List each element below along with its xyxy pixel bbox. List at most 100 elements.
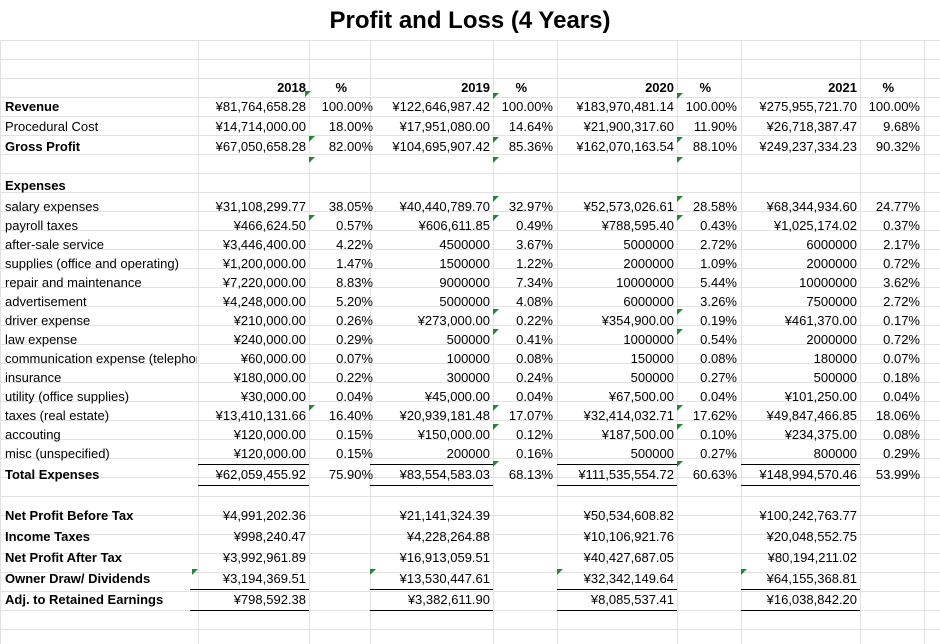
value-cell: ¥606,611.85 bbox=[418, 218, 490, 233]
grid-column-line bbox=[198, 40, 199, 644]
cell-error-indicator[interactable] bbox=[305, 91, 311, 97]
cell-error-indicator[interactable] bbox=[493, 196, 499, 202]
value-cell: 300000 bbox=[446, 370, 490, 385]
percent-cell: 0.22% bbox=[336, 370, 373, 385]
grid-row-line bbox=[0, 287, 940, 288]
cell-error-indicator[interactable] bbox=[370, 569, 376, 575]
value-cell: ¥180,000.00 bbox=[233, 370, 306, 385]
cell-error-indicator[interactable] bbox=[493, 157, 499, 163]
value-cell: ¥104,695,907.42 bbox=[392, 139, 490, 154]
percent-cell: 0.27% bbox=[700, 446, 737, 461]
summary-value-cell: ¥16,038,842.20 bbox=[766, 592, 857, 607]
cell-error-indicator[interactable] bbox=[677, 196, 683, 202]
total-value-cell: ¥62,059,455.92 bbox=[215, 467, 306, 482]
value-cell: ¥461,370.00 bbox=[784, 313, 857, 328]
grid-column-line bbox=[309, 40, 310, 644]
total-underline bbox=[190, 610, 309, 611]
total-value-cell: ¥111,535,554.72 bbox=[578, 467, 674, 482]
percent-cell: 0.57% bbox=[336, 218, 373, 233]
row-label-repair-and-maintenance: repair and maintenance bbox=[5, 275, 142, 290]
percent-cell: 90.32% bbox=[875, 139, 920, 154]
grid-row-line bbox=[0, 553, 940, 554]
summary-value-cell: ¥8,085,537.41 bbox=[590, 592, 674, 607]
percent-cell: 16.40% bbox=[328, 408, 373, 423]
cell-error-indicator[interactable] bbox=[677, 157, 683, 163]
total-underline bbox=[370, 485, 493, 486]
grid-column-line bbox=[557, 40, 558, 644]
value-cell: 10000000 bbox=[616, 275, 674, 290]
cell-error-indicator[interactable] bbox=[493, 424, 499, 430]
cell-error-indicator[interactable] bbox=[677, 329, 683, 335]
cell-error-indicator[interactable] bbox=[493, 405, 499, 411]
cell-error-indicator[interactable] bbox=[309, 405, 315, 411]
cell-error-indicator[interactable] bbox=[493, 215, 499, 221]
total-underline bbox=[190, 589, 309, 590]
percent-cell: 24.77% bbox=[875, 199, 920, 214]
percent-cell: 82.00% bbox=[328, 139, 373, 154]
cell-error-indicator[interactable] bbox=[493, 137, 499, 143]
grid-row-line bbox=[0, 116, 940, 117]
percent-cell: 0.08% bbox=[516, 351, 553, 366]
row-label-utility-office-supplies: utility (office supplies) bbox=[5, 389, 130, 404]
row-label-income-taxes: Income Taxes bbox=[5, 529, 91, 544]
cell-error-indicator[interactable] bbox=[493, 461, 499, 467]
percent-cell: 0.12% bbox=[516, 427, 553, 442]
total-value-cell: ¥148,994,570.46 bbox=[759, 467, 857, 482]
total-value-cell: ¥83,554,583.03 bbox=[399, 467, 490, 482]
cell-error-indicator[interactable] bbox=[493, 93, 499, 99]
value-cell: ¥122,646,987.42 bbox=[392, 99, 490, 114]
cell-error-indicator[interactable] bbox=[192, 569, 198, 575]
value-cell: ¥52,573,026.61 bbox=[583, 199, 674, 214]
value-cell: 1000000 bbox=[623, 332, 674, 347]
cell-error-indicator[interactable] bbox=[677, 424, 683, 430]
percent-cell: 32.97% bbox=[508, 199, 553, 214]
percent-cell: 0.41% bbox=[516, 332, 553, 347]
year-header-2021: 2021 bbox=[828, 80, 857, 95]
grid-column-line bbox=[493, 40, 494, 644]
value-cell: ¥17,951,080.00 bbox=[399, 119, 490, 134]
cell-error-indicator[interactable] bbox=[309, 157, 315, 163]
cell-error-indicator[interactable] bbox=[677, 309, 683, 315]
grid-row-line bbox=[0, 420, 940, 421]
grid-row-line bbox=[0, 40, 940, 41]
summary-value-cell: ¥50,534,608.82 bbox=[583, 508, 674, 523]
cell-error-indicator[interactable] bbox=[677, 215, 683, 221]
value-cell: ¥788,595.40 bbox=[601, 218, 674, 233]
percent-cell: 100.00% bbox=[321, 99, 373, 114]
cell-error-indicator[interactable] bbox=[557, 569, 563, 575]
row-label-after-sale-service: after-sale service bbox=[5, 237, 104, 252]
percent-cell: 0.10% bbox=[700, 427, 737, 442]
expenses-heading: Expenses bbox=[5, 178, 66, 193]
grid-row-line bbox=[0, 192, 940, 193]
cell-error-indicator[interactable] bbox=[677, 405, 683, 411]
cell-error-indicator[interactable] bbox=[309, 215, 315, 221]
row-label-communication-expense-telephone: communication expense (telephone) bbox=[5, 351, 197, 366]
percent-cell: 0.29% bbox=[336, 332, 373, 347]
cell-error-indicator[interactable] bbox=[493, 329, 499, 335]
grid-column-line bbox=[860, 40, 861, 644]
value-cell: ¥68,344,934.60 bbox=[766, 199, 857, 214]
value-cell: ¥120,000.00 bbox=[233, 427, 306, 442]
value-cell: ¥466,624.50 bbox=[233, 218, 306, 233]
cell-error-indicator[interactable] bbox=[677, 93, 683, 99]
cell-error-indicator[interactable] bbox=[309, 136, 315, 142]
value-cell: 10000000 bbox=[799, 275, 857, 290]
summary-value-cell: ¥4,991,202.36 bbox=[222, 508, 306, 523]
value-cell: 9000000 bbox=[439, 275, 490, 290]
cell-error-indicator[interactable] bbox=[677, 461, 683, 467]
cell-error-indicator[interactable] bbox=[741, 569, 747, 575]
cell-error-indicator[interactable] bbox=[493, 309, 499, 315]
total-underline bbox=[198, 464, 309, 465]
percent-cell: 0.07% bbox=[883, 351, 920, 366]
percent-cell: 8.83% bbox=[336, 275, 373, 290]
percent-cell: 9.68% bbox=[883, 119, 920, 134]
value-cell: ¥183,970,481.14 bbox=[576, 99, 674, 114]
row-label-misc-unspecified: misc (unspecified) bbox=[5, 446, 110, 461]
value-cell: ¥150,000.00 bbox=[417, 427, 490, 442]
cell-error-indicator[interactable] bbox=[677, 137, 683, 143]
percent-cell: 0.24% bbox=[516, 370, 553, 385]
value-cell: ¥31,108,299.77 bbox=[215, 199, 306, 214]
value-cell: 180000 bbox=[813, 351, 857, 366]
year-header-2018: 2018 bbox=[277, 80, 306, 95]
